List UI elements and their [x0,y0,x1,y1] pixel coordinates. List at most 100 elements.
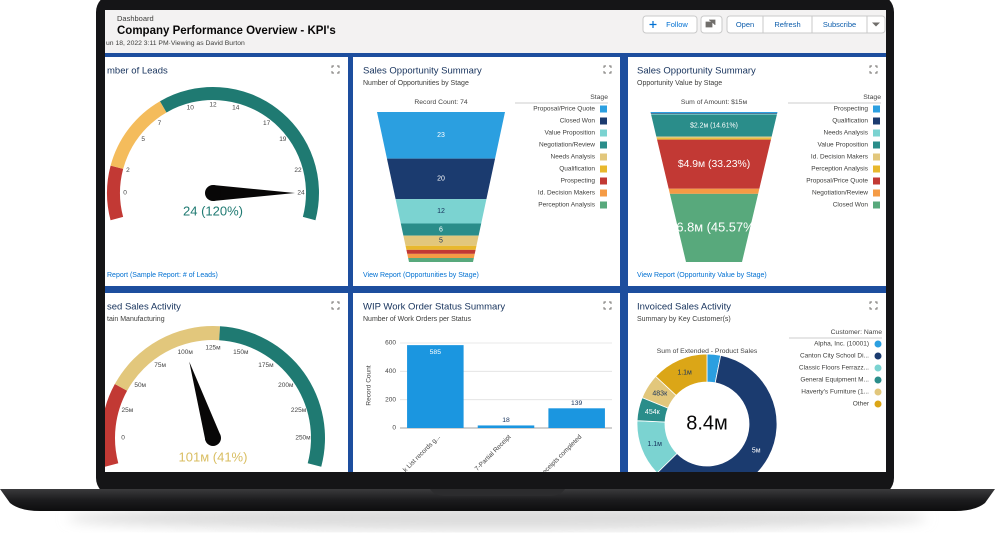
donut-slice [657,354,778,472]
gauge-tick-label: 7 [158,120,162,127]
expand-icon [869,65,878,74]
legend-label: Alpha, Inc. (10001) [814,341,869,348]
funnel-segment [377,112,505,159]
bar-value-label: 585 [430,349,442,356]
legend-swatch [600,153,607,161]
gauge-tick-label: 22 [294,167,302,174]
legend-swatch [874,364,882,372]
subscribe-label: Subscribe [823,20,856,29]
legend-label: Proposal/Price Quote [533,106,595,113]
funnel-segment [656,138,772,140]
gauge-tick-label: 150м [233,349,249,356]
legend-swatch [873,201,880,209]
gauge-tick-label: 125м [205,345,221,352]
follow-button[interactable] [642,15,698,34]
funnel-segment [651,114,777,137]
hinge-notch [430,489,565,496]
funnel-value-label: $2.2м (14.61%) [690,122,738,129]
gauge-band [219,326,325,467]
expand-icon [603,301,612,310]
legend-label: Id. Decision Makers [811,154,869,161]
bar-value-label: 18 [502,417,510,424]
legend-swatch [874,388,882,396]
legend-swatch [600,117,607,125]
view-report-link: View Report (Opportunities by Stage) [363,272,479,279]
widgets: mber of Leads Report (Sample Report: # of… [105,57,886,472]
bar-value-label: 139 [571,400,583,407]
gauge-tick-label: 0 [121,435,125,442]
widget-subtitle: tain Manufacturing [107,316,165,323]
legend-swatch [873,189,880,197]
legend-title: Customer: Name [831,329,883,336]
legend-swatch [600,177,607,185]
gauge-tick-label: 50м [134,382,146,389]
gauge-tick-label: 75м [154,362,166,369]
funnel-segment [406,249,476,254]
view-report-link: View Report (Opportunity Value by Stage) [637,272,767,279]
widget-title: mber of Leads [107,66,168,77]
gauge-needle [213,185,295,201]
view-report-link: Report (Sample Report: # of Leads) [107,272,218,279]
legend-label: Canton City School Di... [800,353,869,360]
widget-title: WIP Work Order Status Summary [363,302,505,313]
legend-swatch [874,352,882,360]
donut-value-label: 5м [752,447,761,454]
legend-label: Proposal/Price Quote [806,178,868,185]
funnel-segment [668,188,760,194]
needle-hub [205,185,221,201]
gauge-band [160,86,320,221]
open-label: Open [736,20,754,29]
donut-center-label: 8.4м [686,412,728,434]
expand-icon [869,301,878,310]
gauge-tick-label: 0 [123,190,127,197]
donut-chart-label: Sum of Extended - Product Sales [657,348,758,355]
funnel-segment [386,158,496,200]
y-tick-label: 600 [385,340,396,347]
y-axis-title: Record Count [366,365,373,405]
bar [477,425,535,428]
funnel-value-label: 12 [437,208,445,215]
legend-label: Qualification [559,166,595,173]
laptop-base [0,489,995,511]
legend-label: Other [853,401,870,408]
widget-subtitle: Summary by Key Customer(s) [637,316,731,323]
widget-subtitle: Number of Work Orders per Status [363,316,472,323]
gauge-tick-label: 12 [209,102,217,109]
bar [407,345,464,428]
gauge-value-label: 101м (41%) [179,449,248,464]
gauge-tick-label: 25м [122,407,134,414]
legend-label: Needs Analysis [824,130,869,137]
funnel-value-label: 20 [437,176,445,183]
funnel-segment [408,257,474,262]
gauge-tick-label: 250м [295,435,311,442]
gauge-tick-label: 5 [141,136,145,143]
breadcrumb: Dashboard [117,14,154,23]
funnel-value-label: $6.8м (45.57%) [669,219,759,234]
y-tick-label: 0 [392,425,396,432]
funnel-segment [395,199,487,224]
funnel-segment [407,253,475,258]
donut-value-label: 454к [645,409,661,416]
legend-swatch [873,177,880,185]
widget-title: sed Sales Activity [107,302,181,313]
funnel-segment [657,139,771,189]
legend-label: Value Proposition [545,130,596,137]
gauge-tick-label: 17 [263,120,271,127]
follow-label: Follow [666,20,688,29]
legend-label: Needs Analysis [551,154,596,161]
funnel-summary: Sum of Amount: $15м [681,99,748,106]
gauge-band [107,165,124,221]
screen: Dashboard Company Performance Overview -… [105,10,886,472]
legend-swatch [874,400,882,408]
gauge-tick-label: 24 [297,190,305,197]
gauge-tick-label: 175м [258,362,274,369]
gauge-needle [189,361,221,441]
widget-title: Sales Opportunity Summary [363,66,482,77]
funnel-segment [656,136,772,139]
legend-label: Value Proposition [818,142,869,149]
funnel-segment [405,245,477,250]
dropdown-button[interactable] [872,22,880,27]
legend-label: Perception Analysis [811,166,868,173]
gauge-tick-label: 225м [291,407,307,414]
legend-swatch [874,376,882,384]
